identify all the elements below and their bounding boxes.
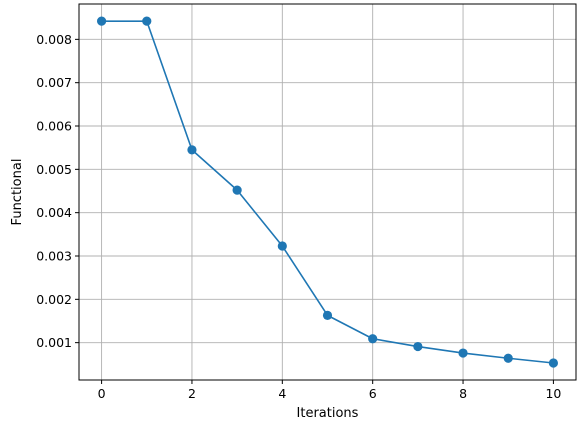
x-tick-label: 4 — [278, 386, 286, 401]
data-point — [232, 185, 242, 195]
data-point — [187, 145, 197, 155]
x-tick-label: 10 — [545, 386, 561, 401]
data-point — [142, 16, 152, 26]
data-point — [503, 353, 513, 363]
y-tick-label: 0.002 — [36, 292, 72, 307]
data-point — [277, 241, 287, 251]
data-point — [548, 358, 559, 368]
y-tick-label: 0.005 — [36, 162, 72, 177]
data-point — [96, 16, 107, 26]
x-tick-label: 6 — [369, 386, 377, 401]
data-point — [413, 341, 423, 352]
x-axis-label: Iterations — [297, 406, 359, 421]
x-tick-label: 8 — [459, 386, 467, 401]
data-point — [458, 348, 468, 358]
grid-lines — [79, 4, 576, 380]
plot-frame — [78, 3, 577, 381]
x-tick-label: 2 — [188, 386, 196, 401]
y-tick-label: 0.001 — [36, 335, 72, 350]
y-tick-label: 0.007 — [36, 75, 72, 90]
y-tick-label: 0.004 — [36, 205, 72, 220]
x-tick-label: 0 — [98, 386, 106, 401]
y-tick-label: 0.008 — [36, 32, 72, 47]
y-axis-label: Functional — [10, 159, 25, 226]
series-layer — [96, 16, 559, 368]
data-point — [322, 310, 333, 320]
axis-ticks: 0 2 4 6 8 10 0.001 0.002 0.003 0.004 0.005 0.006 0.0… — [36, 32, 561, 401]
y-tick-label: 0.006 — [36, 119, 72, 134]
y-tick-label: 0.003 — [36, 248, 72, 263]
data-point — [368, 334, 378, 344]
